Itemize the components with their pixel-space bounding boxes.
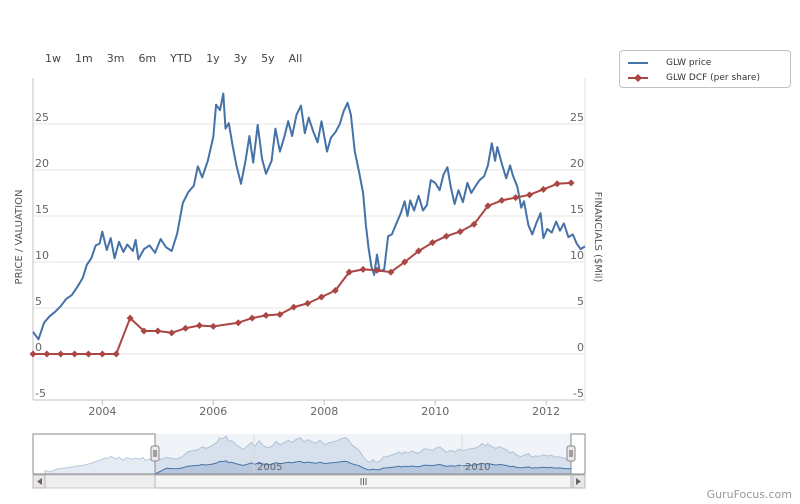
- scrollbar[interactable]: [32, 474, 586, 489]
- dcf-marker[interactable]: [373, 266, 381, 274]
- navigator-year-label: 2005: [257, 462, 282, 473]
- x-axis: 2004 2006 2008 2010 2012: [88, 400, 560, 418]
- dcf-marker[interactable]: [168, 329, 176, 337]
- y-axis-title-left: PRICE / VALUATION: [14, 190, 25, 285]
- dcf-marker[interactable]: [234, 319, 242, 327]
- y-tick-label-left: 10: [35, 249, 49, 262]
- legend-label: GLW DCF (per share): [666, 72, 760, 83]
- y-tick-label-right: 5: [577, 295, 584, 308]
- y-tick-label-right: 25: [570, 111, 584, 124]
- y-tick-label-right: 20: [570, 157, 584, 170]
- range-button-3m[interactable]: 3m: [106, 52, 125, 65]
- range-button-5y[interactable]: 5y: [261, 52, 275, 65]
- dcf-marker[interactable]: [290, 303, 298, 311]
- dcf-marker[interactable]: [248, 314, 256, 322]
- credit-link[interactable]: GuruFocus.com: [706, 488, 792, 501]
- x-tick-label: 2008: [310, 405, 338, 418]
- y-tick-label-right: 15: [570, 203, 584, 216]
- y-tick-label-right: 0: [577, 341, 584, 354]
- arrow-left-icon: [37, 478, 42, 485]
- dcf-marker[interactable]: [526, 191, 534, 199]
- dcf-marker[interactable]: [84, 350, 92, 358]
- navigator-left-handle[interactable]: [150, 445, 160, 462]
- y-tick-label-left: 20: [35, 157, 49, 170]
- navigator-year-label: 2010: [465, 462, 490, 473]
- y-tick-label-left: 15: [35, 203, 49, 216]
- dcf-marker[interactable]: [498, 196, 506, 204]
- dcf-marker[interactable]: [387, 268, 395, 276]
- range-button-1w[interactable]: 1w: [45, 52, 61, 65]
- dcf-marker[interactable]: [317, 293, 325, 301]
- dcf-marker[interactable]: [470, 220, 478, 228]
- navigator-selected-series: [154, 460, 572, 475]
- dcf-marker[interactable]: [43, 350, 51, 358]
- legend-diamond-line-icon: [628, 73, 648, 82]
- dcf-marker[interactable]: [57, 350, 65, 358]
- dcf-marker[interactable]: [98, 350, 106, 358]
- dcf-marker[interactable]: [553, 180, 561, 188]
- x-tick-label: 2004: [88, 405, 116, 418]
- range-button-1m[interactable]: 1m: [75, 52, 93, 65]
- y-tick-label-left: 25: [35, 111, 49, 124]
- x-tick-label: 2010: [421, 405, 449, 418]
- x-tick-label: 2012: [532, 405, 560, 418]
- y-axis-title-right: FINANCIALS ($Mil): [592, 192, 603, 283]
- legend-label: GLW price: [666, 57, 712, 68]
- dcf-marker[interactable]: [140, 327, 148, 335]
- dcf-marker[interactable]: [345, 268, 353, 276]
- dcf-marker[interactable]: [154, 327, 162, 335]
- dcf-marker[interactable]: [112, 350, 120, 358]
- range-selector: 1w 1m 3m 6m YTD 1y 3y 5y All: [38, 50, 309, 67]
- legend-item-price[interactable]: GLW price: [626, 56, 711, 69]
- arrow-right-icon: [576, 478, 581, 485]
- dcf-marker[interactable]: [456, 228, 464, 236]
- range-button-3y[interactable]: 3y: [233, 52, 248, 65]
- y-axis-left: -5 0 5 10 15 20 25: [35, 111, 49, 400]
- dcf-marker[interactable]: [539, 185, 547, 193]
- grip-icon: [360, 478, 367, 485]
- range-button-ytd[interactable]: YTD: [170, 52, 193, 65]
- legend-item-dcf[interactable]: GLW DCF (per share): [626, 71, 760, 84]
- series-layer: [29, 92, 586, 358]
- dcf-marker[interactable]: [512, 194, 520, 202]
- chart-legend: GLW price GLW DCF (per share): [619, 50, 791, 88]
- dcf-marker[interactable]: [126, 314, 134, 322]
- y-tick-label-right: 10: [570, 249, 584, 262]
- y-tick-label-left: -5: [35, 387, 46, 400]
- dcf-marker[interactable]: [182, 324, 190, 332]
- dcf-marker[interactable]: [359, 265, 367, 273]
- price-series-line[interactable]: [32, 92, 586, 341]
- dcf-marker[interactable]: [401, 258, 409, 266]
- x-tick-label: 2006: [199, 405, 227, 418]
- dcf-marker[interactable]: [428, 239, 436, 247]
- range-button-all[interactable]: All: [288, 52, 303, 65]
- dcf-marker[interactable]: [304, 299, 312, 307]
- dcf-marker[interactable]: [276, 310, 284, 318]
- dcf-marker[interactable]: [484, 202, 492, 210]
- range-button-6m[interactable]: 6m: [138, 52, 157, 65]
- dcf-marker[interactable]: [567, 179, 575, 187]
- dcf-marker[interactable]: [71, 350, 79, 358]
- navigator-right-handle[interactable]: [566, 445, 576, 462]
- range-button-1y[interactable]: 1y: [206, 52, 220, 65]
- dcf-marker[interactable]: [331, 287, 339, 295]
- dcf-marker[interactable]: [442, 232, 450, 240]
- y-tick-label-left: 0: [35, 341, 42, 354]
- y-tick-label-right: -5: [573, 387, 584, 400]
- y-tick-label-left: 5: [35, 295, 42, 308]
- chart-grid: [32, 78, 586, 401]
- y-axis-right: -5 0 5 10 15 20 25: [570, 111, 584, 400]
- legend-line-icon: [628, 61, 648, 64]
- dcf-marker[interactable]: [415, 247, 423, 255]
- dcf-marker[interactable]: [262, 311, 270, 319]
- dcf-marker[interactable]: [195, 321, 203, 329]
- dcf-marker[interactable]: [29, 350, 37, 358]
- dcf-marker[interactable]: [209, 322, 217, 330]
